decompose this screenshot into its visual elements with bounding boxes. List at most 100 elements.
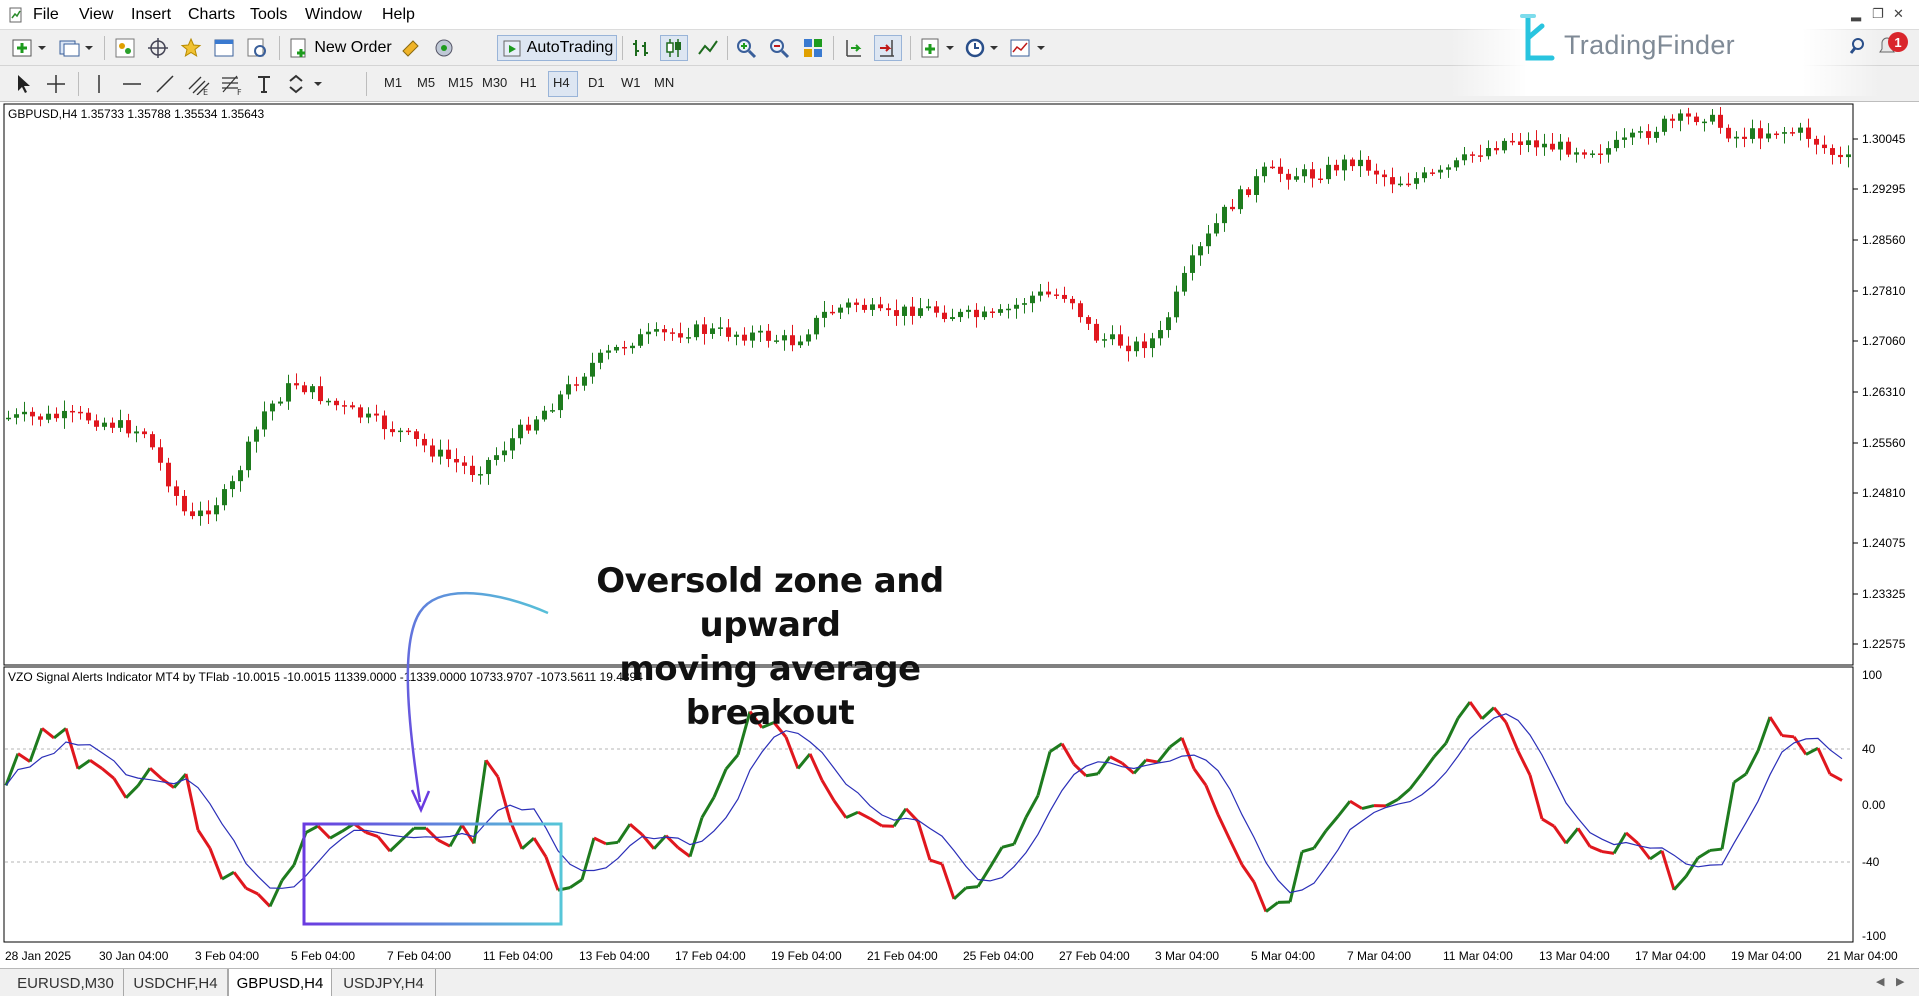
new-order-button[interactable]: New Order — [286, 35, 394, 61]
tab-usdchf-h4[interactable]: USDCHF,H4 — [124, 969, 228, 996]
vzo-segment — [1012, 816, 1028, 845]
bar-chart-button[interactable] — [628, 35, 654, 61]
crosshair-button[interactable] — [145, 35, 171, 61]
tab-eurusd-m30[interactable]: EURUSD,M30 — [8, 969, 124, 996]
scroll-tabs-right-icon[interactable]: ▶ — [1896, 976, 1905, 988]
timeframe-h4[interactable]: H4 — [553, 75, 570, 90]
tab-gbpusd-h4[interactable]: GBPUSD,H4 — [228, 969, 332, 996]
indicators-button[interactable] — [918, 35, 958, 61]
timeframe-m5[interactable]: M5 — [417, 75, 436, 90]
menu-file[interactable]: File — [33, 6, 59, 23]
vzo-segment — [4, 753, 20, 786]
timeframe-m1[interactable]: M1 — [384, 75, 403, 90]
vzo-segment — [1504, 721, 1520, 752]
scroll-tabs-left-icon[interactable]: ◀ — [1876, 976, 1885, 988]
profiles-button[interactable] — [55, 35, 97, 61]
auto-scroll-button[interactable] — [840, 35, 866, 61]
chart-canvas[interactable]: GBPUSD,H4 1.35733 1.35788 1.35534 1.3564… — [0, 102, 1919, 968]
text-tool-button[interactable] — [251, 71, 277, 97]
price-label: 1.27810 — [1862, 284, 1906, 298]
horizontal-line-button[interactable] — [119, 71, 145, 97]
autotrading-button[interactable]: AutoTrading — [497, 35, 617, 61]
candle-body — [638, 334, 643, 346]
vzo-segment — [1768, 716, 1784, 737]
menu-charts[interactable]: Charts — [188, 6, 236, 23]
line-chart-button[interactable] — [695, 35, 721, 61]
app-icon — [9, 7, 22, 23]
vzo-segment — [124, 784, 140, 799]
vertical-line-button[interactable] — [86, 71, 112, 97]
timeframe-h1[interactable]: H1 — [520, 75, 537, 90]
vzo-segment — [1528, 774, 1544, 820]
zoom-in-button[interactable] — [733, 35, 759, 61]
vzo-segment — [593, 836, 607, 846]
timeframe-m15[interactable]: M15 — [448, 75, 474, 90]
templates-button[interactable] — [1006, 35, 1048, 61]
new-chart-button[interactable] — [8, 35, 50, 61]
candle-body — [558, 394, 563, 411]
periods-button[interactable] — [962, 35, 1002, 61]
candle-body — [1230, 206, 1235, 210]
candle-body — [1294, 176, 1299, 180]
timeframe-m30[interactable]: M30 — [482, 75, 508, 90]
navigator-button[interactable] — [178, 35, 204, 61]
menu-help[interactable]: Help — [382, 6, 415, 23]
vzo-segment — [101, 767, 115, 780]
vzo-segment — [869, 817, 883, 828]
arrows-icon — [289, 74, 322, 94]
equidistant-channel-button[interactable]: E — [185, 71, 213, 97]
clock-icon — [965, 38, 998, 58]
minimize-window-button[interactable]: ▂ — [1851, 6, 1861, 21]
search-icon[interactable] — [1849, 36, 1871, 58]
menu-window[interactable]: Window — [305, 6, 362, 23]
trendline-icon — [156, 75, 174, 93]
chart-window[interactable]: GBPUSD,H4 1.35733 1.35788 1.35534 1.3564… — [0, 102, 1919, 968]
line-chart-icon — [698, 40, 718, 55]
candle-body — [678, 333, 683, 338]
menu-view[interactable]: View — [79, 6, 114, 23]
annotation-text: Oversold zone and upward moving average … — [540, 559, 1000, 735]
candle-body — [1246, 189, 1251, 195]
arrows-button[interactable] — [284, 71, 328, 97]
candle-body — [1142, 341, 1147, 349]
chart-shift-button[interactable] — [874, 35, 902, 61]
timeframe-mn[interactable]: MN — [654, 75, 675, 90]
vzo-segment — [448, 824, 464, 847]
timeframe-d1[interactable]: D1 — [588, 75, 605, 90]
signals-button[interactable] — [431, 35, 457, 61]
crosshair-tool-button[interactable] — [43, 71, 69, 97]
close-window-button[interactable]: ✕ — [1893, 6, 1904, 21]
annotation-line-2: moving average breakout — [619, 649, 921, 733]
fibonacci-button[interactable]: F — [218, 71, 246, 97]
vzo-segment — [1456, 701, 1472, 720]
vzo-segment — [580, 837, 596, 881]
candle-body — [366, 413, 371, 418]
templates-icon — [1010, 39, 1045, 57]
restore-window-button[interactable]: ❐ — [1872, 6, 1884, 21]
metaeditor-button[interactable] — [398, 35, 424, 61]
menu-tools[interactable]: Tools — [250, 6, 288, 23]
vzo-segment — [677, 846, 691, 858]
candle-body — [502, 450, 507, 456]
trendline-button[interactable] — [152, 71, 178, 97]
vzo-segment — [1252, 881, 1268, 913]
vzo-segment — [1697, 849, 1711, 860]
vzo-segment — [1576, 827, 1592, 848]
candle-body — [974, 309, 979, 318]
timeframe-w1[interactable]: W1 — [621, 75, 641, 90]
strategy-tester-button[interactable] — [244, 35, 270, 61]
candle-body — [230, 481, 235, 490]
market-watch-button[interactable] — [112, 35, 138, 61]
candlestick-button[interactable] — [660, 35, 688, 61]
menu-insert[interactable]: Insert — [131, 6, 172, 23]
cursor-button[interactable] — [10, 71, 36, 97]
candle-body — [398, 430, 403, 433]
new-chart-icon — [12, 39, 46, 57]
vzo-segment — [976, 866, 992, 888]
zoom-out-button[interactable] — [766, 35, 792, 61]
tile-windows-button[interactable] — [800, 35, 826, 61]
terminal-button[interactable] — [211, 35, 237, 61]
tab-usdjpy-h4[interactable]: USDJPY,H4 — [332, 969, 436, 996]
candle-body — [390, 429, 395, 433]
candle-body — [358, 407, 363, 418]
